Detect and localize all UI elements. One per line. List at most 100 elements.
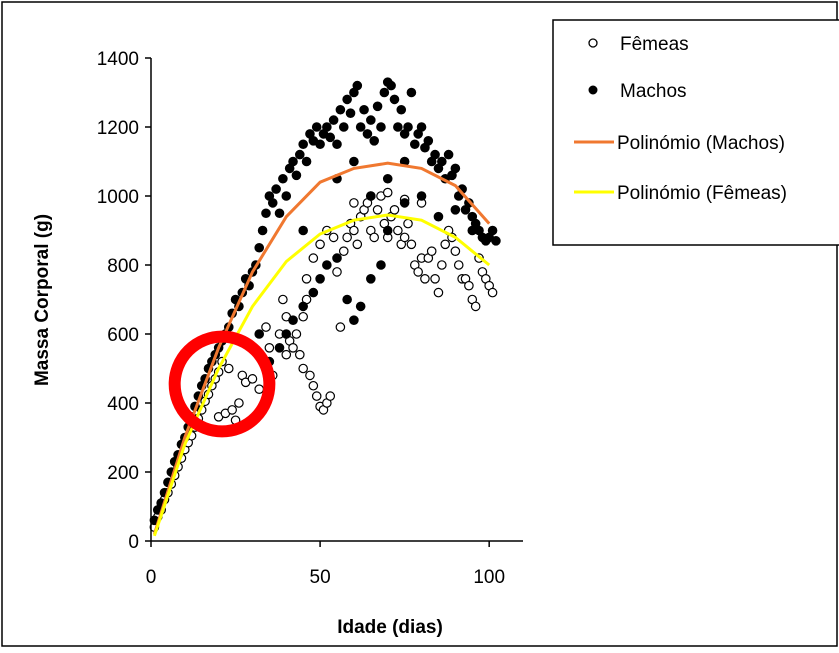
data-point-femeas bbox=[440, 239, 451, 250]
data-point-machos bbox=[278, 173, 288, 184]
data-point-femeas bbox=[382, 187, 393, 198]
data-point-femeas bbox=[332, 267, 342, 277]
data-point-machos bbox=[271, 184, 281, 194]
data-point-machos bbox=[288, 156, 298, 167]
data-point-femeas bbox=[487, 287, 498, 298]
data-point-machos bbox=[311, 122, 322, 132]
data-point-machos bbox=[437, 156, 447, 167]
data-point-machos bbox=[328, 115, 339, 125]
data-point-femeas bbox=[453, 260, 464, 270]
data-point-machos bbox=[332, 253, 342, 263]
x-tick-label: 0 bbox=[146, 567, 157, 588]
data-point-femeas bbox=[254, 384, 265, 394]
data-point-femeas bbox=[315, 239, 325, 250]
data-point-femeas bbox=[349, 198, 359, 208]
legend-label-femeas: Fêmeas bbox=[620, 34, 689, 55]
data-point-machos bbox=[281, 191, 292, 201]
data-point-machos bbox=[352, 80, 363, 91]
data-point-femeas bbox=[406, 239, 417, 250]
y-tick-label: 1400 bbox=[97, 49, 139, 70]
axes: 0 200 400 600 800 1000 1200 1400 0 50 100 bbox=[97, 49, 523, 588]
data-point-femeas bbox=[234, 398, 244, 408]
data-point-machos bbox=[267, 198, 278, 208]
data-point-femeas bbox=[264, 342, 275, 353]
data-point-machos bbox=[254, 242, 265, 253]
data-point-machos bbox=[433, 211, 444, 222]
data-point-femeas bbox=[325, 391, 336, 401]
data-point-machos bbox=[450, 163, 461, 174]
data-point-machos bbox=[366, 191, 376, 201]
data-point-machos bbox=[257, 225, 268, 236]
y-tick-label: 1200 bbox=[97, 118, 139, 139]
plot-area bbox=[149, 77, 501, 537]
data-point-machos bbox=[396, 104, 407, 115]
legend-label-polinomio-femeas: Polinómio (Fêmeas) bbox=[617, 183, 787, 204]
data-point-machos bbox=[298, 139, 308, 150]
data-point-machos bbox=[315, 273, 325, 284]
data-point-machos bbox=[315, 139, 325, 150]
data-point-femeas bbox=[278, 294, 288, 305]
data-point-machos bbox=[430, 149, 440, 160]
data-point-femeas bbox=[437, 260, 447, 270]
data-point-machos bbox=[362, 129, 373, 139]
data-point-machos bbox=[389, 94, 400, 105]
data-point-femeas bbox=[352, 239, 363, 250]
data-point-femeas bbox=[288, 342, 298, 353]
y-tick-label: 1000 bbox=[97, 187, 139, 208]
data-point-femeas bbox=[399, 232, 410, 243]
data-point-femeas bbox=[430, 273, 440, 284]
data-point-femeas bbox=[223, 363, 234, 374]
data-point-femeas bbox=[420, 273, 430, 284]
legend-label-polinomio-machos: Polinómio (Machos) bbox=[617, 133, 785, 154]
trend-line-femeas bbox=[152, 213, 491, 537]
data-point-femeas bbox=[372, 205, 383, 215]
y-tick-label: 0 bbox=[128, 532, 139, 553]
data-point-femeas bbox=[308, 253, 319, 263]
x-tick-label: 50 bbox=[310, 567, 331, 588]
data-point-femeas bbox=[342, 232, 352, 243]
data-point-machos bbox=[301, 156, 312, 167]
data-point-machos bbox=[349, 315, 359, 325]
data-point-machos bbox=[399, 198, 410, 208]
data-point-femeas bbox=[464, 280, 474, 291]
data-point-machos bbox=[416, 122, 427, 132]
legend-marker-femeas bbox=[588, 38, 598, 48]
data-point-machos bbox=[288, 315, 298, 325]
y-tick-label: 800 bbox=[107, 256, 139, 277]
data-point-machos bbox=[325, 132, 336, 143]
data-point-femeas bbox=[470, 301, 481, 312]
data-point-femeas bbox=[338, 246, 349, 256]
data-point-femeas bbox=[328, 232, 339, 243]
data-point-femeas bbox=[301, 273, 312, 284]
data-point-machos bbox=[274, 342, 285, 353]
data-point-femeas bbox=[291, 329, 302, 339]
y-tick-label: 600 bbox=[107, 325, 139, 346]
data-point-machos bbox=[294, 149, 305, 160]
data-point-machos bbox=[416, 191, 427, 201]
data-point-machos bbox=[322, 122, 332, 132]
data-point-machos bbox=[487, 225, 498, 236]
data-point-machos bbox=[382, 173, 393, 184]
data-point-machos bbox=[322, 260, 332, 270]
data-point-machos bbox=[338, 122, 349, 132]
data-point-machos bbox=[403, 122, 413, 132]
data-point-femeas bbox=[369, 232, 379, 243]
data-point-machos bbox=[406, 87, 417, 98]
data-point-machos bbox=[332, 139, 342, 150]
data-point-machos bbox=[261, 208, 271, 219]
data-point-femeas bbox=[261, 322, 271, 332]
data-point-femeas bbox=[450, 246, 461, 256]
y-axis-title: Massa Corporal (g) bbox=[32, 214, 53, 386]
data-point-machos bbox=[376, 260, 386, 270]
data-point-femeas bbox=[298, 311, 308, 322]
data-point-machos bbox=[349, 156, 359, 167]
data-point-machos bbox=[274, 208, 285, 219]
data-point-machos bbox=[450, 205, 461, 215]
data-point-femeas bbox=[247, 374, 258, 384]
data-point-machos bbox=[355, 301, 366, 312]
legend-box bbox=[552, 19, 839, 246]
trend-line-machos bbox=[152, 161, 491, 535]
data-point-machos bbox=[281, 329, 292, 339]
data-point-femeas bbox=[294, 349, 305, 360]
